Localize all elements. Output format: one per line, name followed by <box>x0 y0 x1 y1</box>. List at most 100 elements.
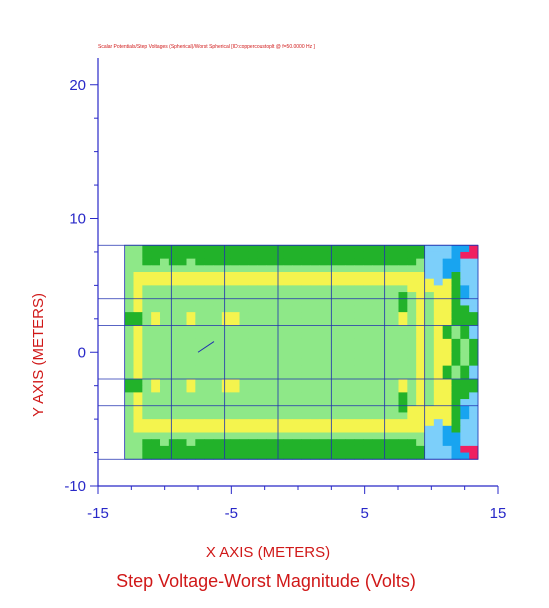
heatmap-cell <box>354 285 364 293</box>
heatmap-cell <box>160 305 170 313</box>
heatmap-cell <box>239 325 249 333</box>
heatmap-cell <box>266 298 276 306</box>
heatmap-cell <box>292 358 302 367</box>
heatmap-cell <box>133 251 143 260</box>
heatmap-cell <box>460 445 470 453</box>
heatmap-cell <box>372 338 382 346</box>
heatmap-cell <box>469 405 479 413</box>
heatmap-cell <box>230 298 240 306</box>
heatmap-cell <box>168 352 179 360</box>
heatmap-cell <box>230 392 240 400</box>
heatmap-cell <box>221 345 232 353</box>
heatmap-cell <box>133 285 143 293</box>
heatmap-cell <box>124 372 134 380</box>
heatmap-cell <box>266 439 276 447</box>
heatmap-cell <box>274 285 285 293</box>
heatmap-cell <box>151 445 161 453</box>
heatmap-cell <box>372 312 382 320</box>
heatmap-cell <box>186 432 196 440</box>
heatmap-cell <box>416 365 426 373</box>
heatmap-cell <box>266 358 276 367</box>
heatmap-cell <box>336 365 346 373</box>
heatmap-cell <box>142 412 152 420</box>
heatmap-cell <box>336 278 346 286</box>
grid-outline <box>124 244 479 460</box>
heatmap-cell <box>425 258 435 266</box>
heatmap-cell <box>133 425 143 433</box>
heatmap-cell <box>257 245 267 253</box>
heatmap-cell <box>389 392 399 400</box>
heatmap-cell <box>310 345 320 353</box>
heatmap-cell <box>327 412 338 420</box>
heatmap-cell <box>345 399 355 407</box>
heatmap-cell <box>363 425 373 433</box>
heatmap-cell <box>274 258 285 266</box>
heatmap-cell <box>425 272 435 280</box>
heatmap-cell <box>319 298 329 306</box>
heatmap-cell <box>372 445 382 453</box>
heatmap-cell <box>407 245 417 253</box>
heatmap-cell <box>151 399 161 407</box>
heatmap-cell <box>177 292 187 300</box>
heatmap-cell <box>151 332 161 340</box>
heatmap-cell <box>292 292 302 300</box>
heatmap-cell <box>177 439 187 447</box>
heatmap-cell <box>451 278 461 286</box>
heatmap-cell <box>469 452 479 460</box>
heatmap-cell <box>239 345 249 353</box>
heatmap-cell <box>398 385 408 393</box>
heatmap-cell <box>160 345 170 353</box>
heatmap-cell <box>283 251 293 260</box>
heatmap-cell <box>292 305 302 313</box>
heatmap-cell <box>345 379 355 387</box>
heatmap-cell <box>283 318 293 326</box>
heatmap-cell <box>433 439 444 447</box>
heatmap-cell <box>160 379 170 387</box>
heatmap-cell <box>124 332 134 340</box>
heatmap-cell <box>195 338 205 346</box>
heatmap-cell <box>221 439 232 447</box>
heatmap-cell <box>213 405 223 413</box>
x-tick-label: -5 <box>225 505 238 522</box>
heatmap-cell <box>257 345 267 353</box>
heatmap-cell <box>363 305 373 313</box>
heatmap-cell <box>451 365 461 373</box>
heatmap-cell <box>398 312 408 320</box>
heatmap-cell <box>204 432 214 440</box>
heatmap-cell <box>230 425 240 433</box>
heatmap-cell <box>319 265 329 273</box>
heatmap-cell <box>451 372 461 380</box>
heatmap-cell <box>168 425 179 433</box>
heatmap-cell <box>372 392 382 400</box>
heatmap-cell <box>168 251 179 260</box>
heatmap-cell <box>177 372 187 380</box>
heatmap-cell <box>142 372 152 380</box>
heatmap-cell <box>433 392 444 400</box>
heatmap-cell <box>168 365 179 373</box>
heatmap-cell <box>345 445 355 453</box>
heatmap-cell <box>195 392 205 400</box>
heatmap-cell <box>380 379 391 387</box>
heatmap-cell <box>380 292 391 300</box>
heatmap-cell <box>354 365 364 373</box>
heatmap-cell <box>442 338 452 346</box>
heatmap-cell <box>310 338 320 346</box>
heatmap-cell <box>283 365 293 373</box>
heatmap-cell <box>398 445 408 453</box>
heatmap-cell <box>354 425 364 433</box>
heatmap-cell <box>442 318 452 326</box>
heatmap-cell <box>168 358 179 367</box>
heatmap-cell <box>433 298 444 306</box>
heatmap-cell <box>213 332 223 340</box>
heatmap-cell <box>354 272 364 280</box>
heatmap-cell <box>460 245 470 253</box>
heatmap-cell <box>398 272 408 280</box>
heatmap-cell <box>363 372 373 380</box>
heatmap-cell <box>221 385 232 393</box>
heatmap-cell <box>177 312 187 320</box>
heatmap-cell <box>451 298 461 306</box>
heatmap-cell <box>469 439 479 447</box>
heatmap-cell <box>160 372 170 380</box>
heatmap-cell <box>354 318 364 326</box>
